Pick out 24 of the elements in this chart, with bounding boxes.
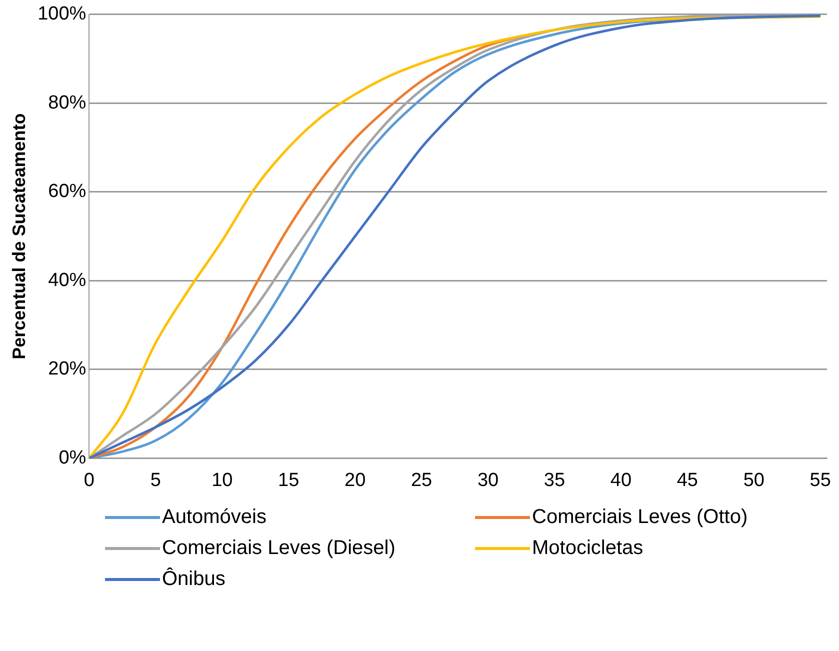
- x-tick-label: 20: [344, 470, 366, 491]
- y-tick-label: 100%: [38, 4, 86, 25]
- x-tick-label: 0: [84, 470, 94, 491]
- legend-label: Ônibus: [162, 568, 226, 591]
- x-tick-label: 45: [676, 470, 698, 491]
- x-tick-label: 30: [477, 470, 499, 491]
- x-tick-label: 35: [544, 470, 566, 491]
- y-tick-label: 0%: [58, 447, 86, 468]
- y-axis-title: Percentual de Sucateamento: [8, 113, 29, 360]
- x-tick-label: 25: [410, 470, 432, 491]
- y-tick-label: 60%: [48, 181, 86, 202]
- x-tick-label: 10: [212, 470, 233, 491]
- legend-label: Motocicletas: [532, 537, 644, 560]
- x-tick-label: 5: [150, 470, 161, 491]
- legend-label: Automóveis: [162, 506, 266, 529]
- x-tick-label: 40: [610, 470, 632, 491]
- legend-label: Comerciais Leves (Diesel): [162, 537, 396, 560]
- x-tick-label: 15: [278, 470, 300, 491]
- y-tick-label: 20%: [48, 358, 86, 380]
- y-tick-label: 40%: [48, 270, 86, 291]
- x-tick-label: 55: [810, 470, 831, 491]
- y-tick-label: 80%: [48, 92, 86, 114]
- x-tick-label: 50: [743, 470, 764, 491]
- legend-label: Comerciais Leves (Otto): [532, 506, 748, 529]
